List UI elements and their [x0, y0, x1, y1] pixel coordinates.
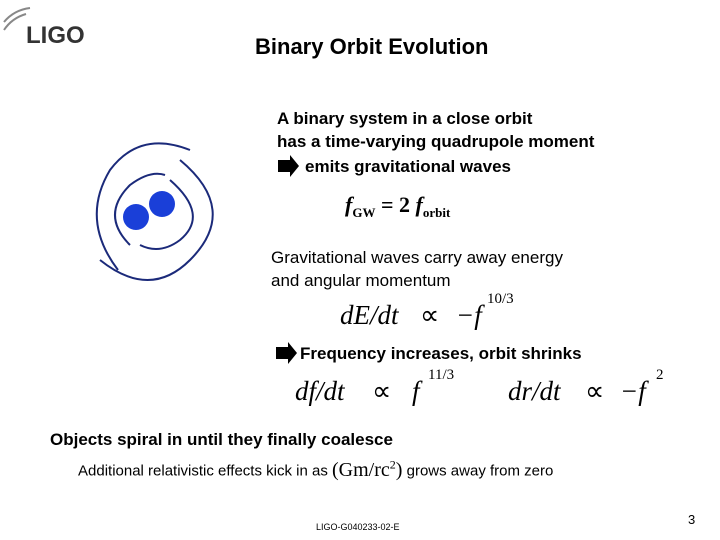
expr-exp: 2	[389, 457, 396, 471]
intro-line: emits gravitational waves	[305, 157, 511, 176]
equation-lhs: dr/dt	[508, 376, 561, 406]
arrow-icon	[276, 342, 297, 364]
doc-id: LIGO-G040233-02-E	[316, 522, 400, 532]
equation-rhs: −f	[620, 376, 646, 406]
logo-swoosh	[3, 7, 31, 23]
page-number: 3	[688, 512, 696, 527]
frequency-relation: fGW = 2 forbit	[345, 192, 450, 220]
expr-close: )	[395, 458, 403, 481]
energy-text: and angular momentum	[271, 271, 451, 290]
note-expr: (Gm/rc2)	[332, 457, 403, 481]
note: Additional relativistic effects kick in …	[78, 458, 553, 480]
subscript: GW	[352, 205, 376, 220]
conclusion: Objects spiral in until they finally coa…	[50, 430, 393, 449]
arrow-icon	[278, 155, 299, 177]
symbol: f	[345, 192, 353, 217]
equation-op: ∝	[420, 300, 440, 330]
symbol: f	[415, 192, 423, 217]
title: Binary Orbit Evolution	[255, 34, 489, 59]
equation-exp: 10/3	[487, 291, 514, 307]
equation-rhs: −f	[456, 300, 482, 330]
subscript: orbit	[422, 205, 451, 220]
intro-line: has a time-varying quadrupole moment	[277, 132, 595, 151]
energy-text: Gravitational waves carry away energy	[271, 248, 563, 267]
note-text: Additional relativistic effects kick in …	[78, 462, 328, 480]
note-text: grows away from zero	[406, 462, 554, 480]
orbit-diagram	[95, 142, 214, 281]
star	[123, 204, 149, 230]
expr: (Gm/rc	[332, 458, 390, 481]
equation-lhs: df/dt	[295, 376, 345, 406]
operator: = 2	[380, 192, 410, 217]
consequence: Frequency increases, orbit shrinks	[300, 344, 582, 363]
equation-op: ∝	[585, 376, 605, 406]
star	[149, 191, 175, 217]
equation-lhs: dE/dt	[340, 300, 399, 330]
intro-line: A binary system in a close orbit	[277, 109, 533, 128]
equation-exp: 11/3	[428, 367, 455, 383]
logo-swoosh	[3, 13, 27, 31]
equation-op: ∝	[372, 376, 392, 406]
logo: LIGO	[26, 22, 85, 49]
equation-rhs: f	[412, 376, 420, 406]
equation-exp: 2	[656, 367, 664, 383]
